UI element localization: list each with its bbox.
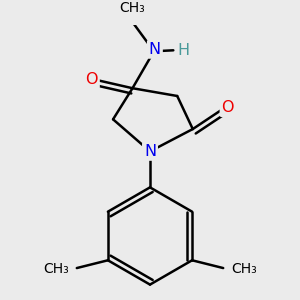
Text: CH₃: CH₃ [120, 1, 146, 15]
Text: CH₃: CH₃ [232, 262, 257, 276]
Text: CH₃: CH₃ [43, 262, 68, 276]
Text: O: O [221, 100, 234, 115]
Text: N: N [144, 144, 156, 159]
Text: O: O [85, 72, 98, 87]
Text: N: N [149, 42, 161, 57]
Text: H: H [177, 43, 189, 58]
